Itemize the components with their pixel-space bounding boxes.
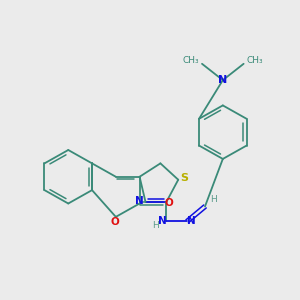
Text: O: O [164, 199, 173, 208]
Text: S: S [180, 173, 188, 183]
Text: N: N [187, 216, 196, 226]
Text: N: N [158, 216, 166, 226]
Text: CH₃: CH₃ [182, 56, 199, 65]
Text: O: O [111, 217, 120, 227]
Text: H: H [211, 194, 217, 203]
Text: N: N [218, 75, 227, 85]
Text: CH₃: CH₃ [247, 56, 263, 65]
Text: N: N [135, 196, 144, 206]
Text: H: H [153, 221, 159, 230]
